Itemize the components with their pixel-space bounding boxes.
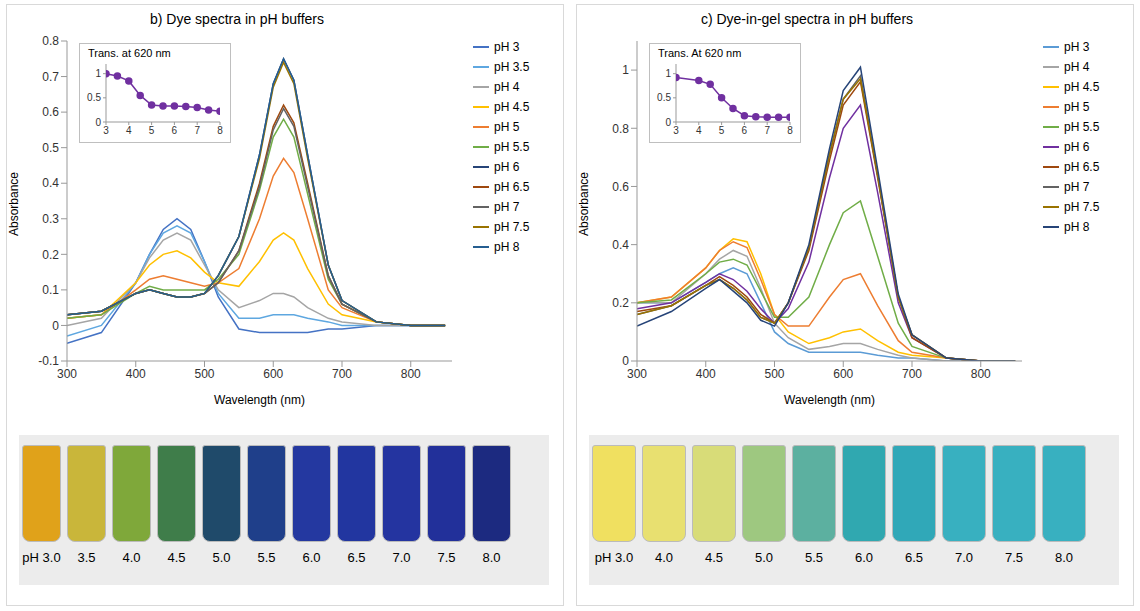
html-text:6.5: 6.5: [347, 550, 366, 565]
html-text:4.5: 4.5: [705, 550, 723, 565]
html-text:5.5: 5.5: [257, 550, 276, 565]
svg-text:500: 500: [764, 367, 784, 381]
html-text:pH 3.5: pH 3.5: [494, 60, 530, 74]
html-text:pH 7.5: pH 7.5: [494, 220, 530, 234]
svg-text:3: 3: [103, 125, 109, 136]
html-text:pH 5: pH 5: [1064, 100, 1090, 114]
html-text:7.0: 7.0: [955, 550, 973, 565]
html-text:pH 7: pH 7: [494, 200, 520, 214]
svg-text:4: 4: [126, 125, 132, 136]
html-text:pH 5.5: pH 5.5: [1064, 120, 1100, 134]
svg-text:3: 3: [673, 125, 679, 136]
svg-text:Wavelength (nm): Wavelength (nm): [214, 393, 305, 407]
html-text:7.0: 7.0: [392, 550, 411, 565]
html-text:pH 3.0: pH 3.0: [22, 550, 61, 565]
svg-text:300: 300: [57, 367, 77, 381]
svg-text:6: 6: [172, 125, 178, 136]
html-text:pH 4: pH 4: [494, 80, 520, 94]
svg-text:800: 800: [401, 367, 421, 381]
html-text:6.5: 6.5: [905, 550, 923, 565]
html-text:6.0: 6.0: [302, 550, 321, 565]
svg-text:400: 400: [696, 367, 716, 381]
svg-text:0: 0: [95, 117, 101, 128]
svg-text:0.6: 0.6: [42, 105, 59, 119]
svg-text:1: 1: [622, 63, 629, 77]
svg-text:0: 0: [665, 117, 671, 128]
html-text:7.5: 7.5: [1005, 550, 1023, 565]
html-text:pH 7.5: pH 7.5: [1064, 200, 1100, 214]
html-text:4.5: 4.5: [167, 550, 186, 565]
svg-text:0.3: 0.3: [42, 212, 59, 226]
svg-text:0.5: 0.5: [87, 92, 101, 103]
svg-text:5: 5: [719, 125, 725, 136]
svg-text:Absorbance: Absorbance: [7, 172, 21, 236]
svg-text:6: 6: [742, 125, 748, 136]
html-text:4.0: 4.0: [122, 550, 141, 565]
html-text:pH 4: pH 4: [1064, 60, 1090, 74]
html-text:pH 5: pH 5: [494, 120, 520, 134]
svg-text:8: 8: [217, 125, 223, 136]
html-text:pH 8: pH 8: [494, 240, 520, 254]
html-text:pH 6: pH 6: [494, 160, 520, 174]
svg-text:4: 4: [696, 125, 702, 136]
svg-text:-0.1: -0.1: [38, 354, 59, 368]
svg-text:700: 700: [332, 367, 352, 381]
html-text:5.0: 5.0: [755, 550, 773, 565]
html-text:8.0: 8.0: [1055, 550, 1073, 565]
svg-text:7: 7: [764, 125, 770, 136]
html-text:pH 6.5: pH 6.5: [1064, 160, 1100, 174]
svg-text:Wavelength (nm): Wavelength (nm): [784, 393, 875, 407]
svg-text:500: 500: [194, 367, 214, 381]
svg-text:0.1: 0.1: [42, 283, 59, 297]
svg-text:0.2: 0.2: [612, 296, 629, 310]
html-text:pH 3: pH 3: [1064, 40, 1090, 54]
html-text:pH 6: pH 6: [1064, 140, 1090, 154]
svg-text:7: 7: [194, 125, 200, 136]
svg-text:600: 600: [833, 367, 853, 381]
html-text:c) Dye-in-gel spectra in pH bu: c) Dye-in-gel spectra in pH buffers: [700, 11, 914, 27]
html-text:4.0: 4.0: [655, 550, 673, 565]
svg-text:1: 1: [665, 68, 671, 79]
svg-text:0.6: 0.6: [612, 180, 629, 194]
svg-text:0.7: 0.7: [42, 70, 59, 84]
svg-text:0.5: 0.5: [657, 92, 671, 103]
html-text:pH 4.5: pH 4.5: [494, 100, 530, 114]
html-text:b) Dye spectra in pH buffers: b) Dye spectra in pH buffers: [150, 11, 324, 27]
html-text:pH 3: pH 3: [494, 40, 520, 54]
svg-text:Absorbance: Absorbance: [577, 172, 591, 236]
html-text:6.0: 6.0: [855, 550, 873, 565]
svg-text:700: 700: [902, 367, 922, 381]
svg-text:0.8: 0.8: [612, 122, 629, 136]
html-text:5.0: 5.0: [212, 550, 231, 565]
html-text:8.0: 8.0: [482, 550, 501, 565]
svg-text:0: 0: [622, 354, 629, 368]
svg-text:1: 1: [95, 68, 101, 79]
svg-text:0.8: 0.8: [42, 34, 59, 48]
html-text:pH 5.5: pH 5.5: [494, 140, 530, 154]
svg-text:400: 400: [126, 367, 146, 381]
svg-text:0.4: 0.4: [42, 176, 59, 190]
html-text:pH 4.5: pH 4.5: [1064, 80, 1100, 94]
html-text:Trans. At 620 nm: Trans. At 620 nm: [658, 47, 742, 59]
svg-text:0: 0: [52, 319, 59, 333]
svg-text:600: 600: [263, 367, 283, 381]
svg-text:300: 300: [627, 367, 647, 381]
svg-text:5: 5: [149, 125, 155, 136]
html-text:7.5: 7.5: [437, 550, 456, 565]
html-text:pH 6.5: pH 6.5: [494, 180, 530, 194]
svg-text:0.5: 0.5: [42, 141, 59, 155]
html-text:pH 7: pH 7: [1064, 180, 1090, 194]
html-text:5.5: 5.5: [805, 550, 823, 565]
svg-text:0.2: 0.2: [42, 248, 59, 262]
html-text:Trans. at 620 nm: Trans. at 620 nm: [88, 47, 171, 59]
html-text:3.5: 3.5: [77, 550, 96, 565]
svg-text:0.4: 0.4: [612, 238, 629, 252]
html-text:pH 8: pH 8: [1064, 220, 1090, 234]
svg-text:8: 8: [787, 125, 793, 136]
html-text:pH 3.0: pH 3.0: [594, 550, 634, 565]
svg-text:800: 800: [971, 367, 991, 381]
